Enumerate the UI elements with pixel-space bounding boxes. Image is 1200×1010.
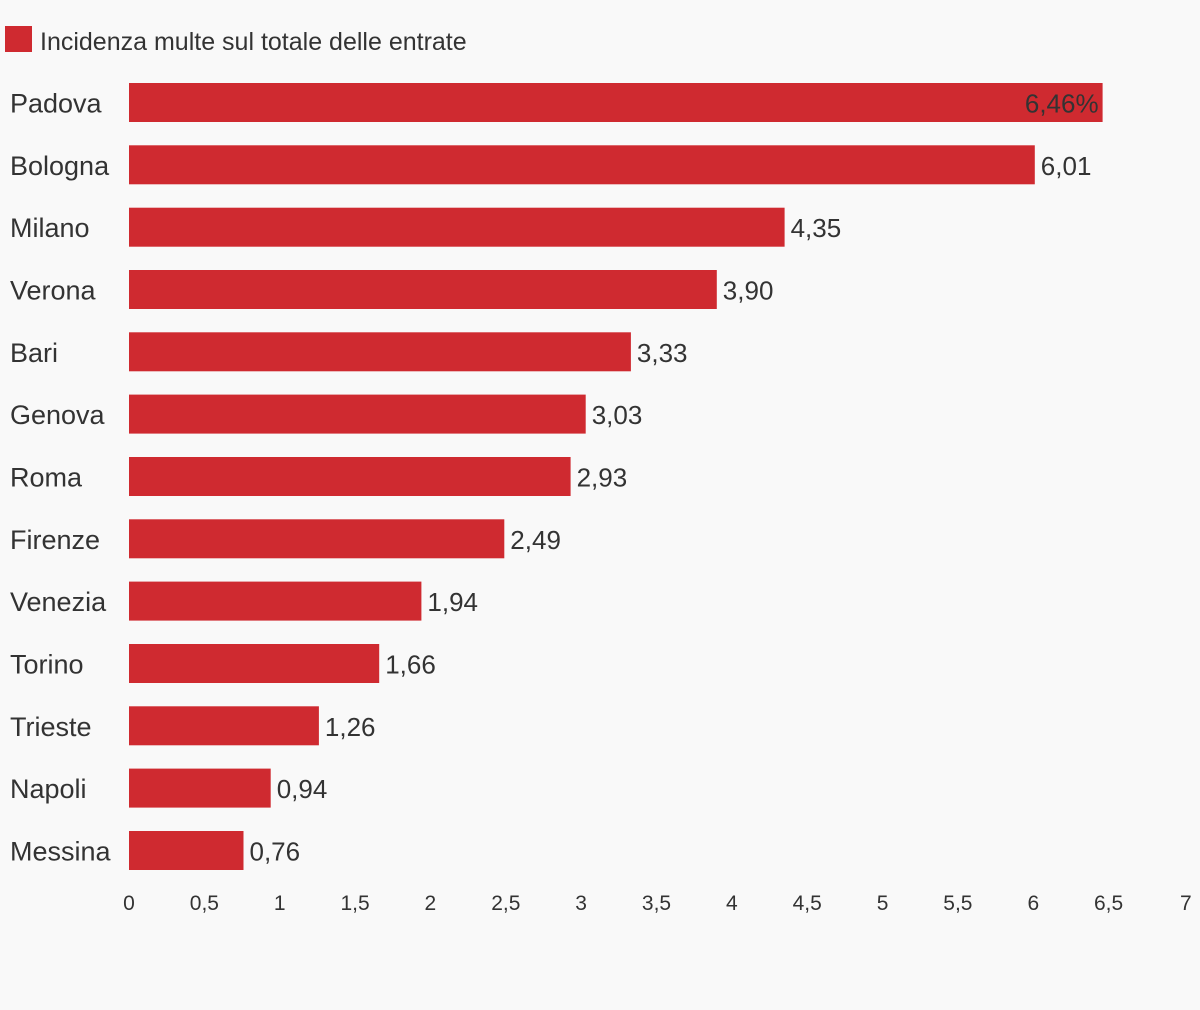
legend-swatch <box>5 26 32 52</box>
bar-messina <box>129 831 244 870</box>
x-tick-label: 5,5 <box>943 892 972 915</box>
bar-genova <box>129 394 586 434</box>
value-label-bari: 3,33 <box>637 338 688 368</box>
value-label-torino: 1,66 <box>385 650 436 680</box>
value-label-roma: 2,93 <box>577 463 628 493</box>
bar-bologna <box>129 145 1035 185</box>
value-label-milano: 4,35 <box>791 213 842 243</box>
category-label-trieste: Trieste <box>10 712 92 742</box>
value-label-venezia: 1,94 <box>427 587 478 617</box>
category-label-bari: Bari <box>10 338 58 368</box>
bar-napoli <box>129 768 271 808</box>
category-label-venezia: Venezia <box>10 587 107 617</box>
bar-verona <box>129 270 717 309</box>
bar-trieste <box>129 706 319 746</box>
value-label-messina: 0,76 <box>250 837 301 867</box>
x-tick-label: 3 <box>575 892 587 915</box>
category-label-firenze: Firenze <box>10 525 100 555</box>
category-label-verona: Verona <box>10 276 97 306</box>
value-labels: 6,46% 6,01 4,35 3,90 3,33 3,03 2,93 2,49 1,94 1,6… <box>250 89 1099 867</box>
category-labels: Padova Bologna Milano Verona Bari Genova Roma F… <box>10 89 112 867</box>
x-tick-label: 6 <box>1027 892 1039 915</box>
category-label-genova: Genova <box>10 400 106 430</box>
bar-venezia <box>129 581 422 621</box>
category-label-messina: Messina <box>10 837 112 867</box>
x-tick-label: 2 <box>425 892 437 915</box>
value-label-napoli: 0,94 <box>277 774 328 804</box>
x-tick-label: 1,5 <box>340 892 369 915</box>
bar-roma <box>129 457 571 496</box>
x-tick-label: 7 <box>1180 892 1192 915</box>
value-label-trieste: 1,26 <box>325 712 376 742</box>
value-label-verona: 3,90 <box>723 276 774 306</box>
x-tick-label: 1 <box>274 892 286 915</box>
value-label-padova: 6,46% <box>1025 89 1099 119</box>
x-tick-label: 4,5 <box>793 892 822 915</box>
legend: Incidenza multe sul totale delle entrate <box>5 26 467 56</box>
category-label-milano: Milano <box>10 213 90 243</box>
value-label-genova: 3,03 <box>592 400 643 430</box>
value-label-bologna: 6,01 <box>1041 151 1092 181</box>
bar-firenze <box>129 519 505 559</box>
x-tick-label: 4 <box>726 892 738 915</box>
category-label-torino: Torino <box>10 650 84 680</box>
x-axis: 0 0,5 1 1,5 2 2,5 3 3,5 4 4,5 5 5,5 6 6,5 7 <box>123 892 1192 915</box>
bars <box>129 83 1103 870</box>
bar-bari <box>129 332 631 372</box>
bar-milano <box>129 207 785 247</box>
bar-torino <box>129 644 380 683</box>
x-tick-label: 5 <box>877 892 889 915</box>
x-tick-label: 0 <box>123 892 135 915</box>
x-tick-label: 6,5 <box>1094 892 1123 915</box>
legend-label: Incidenza multe sul totale delle entrate <box>40 28 467 56</box>
x-tick-label: 0,5 <box>190 892 219 915</box>
category-label-roma: Roma <box>10 463 83 493</box>
x-tick-label: 3,5 <box>642 892 671 915</box>
category-label-padova: Padova <box>10 89 103 119</box>
x-tick-label: 2,5 <box>491 892 520 915</box>
bar-padova <box>129 83 1103 122</box>
value-label-firenze: 2,49 <box>510 525 561 555</box>
category-label-bologna: Bologna <box>10 151 110 181</box>
category-label-napoli: Napoli <box>10 774 87 804</box>
